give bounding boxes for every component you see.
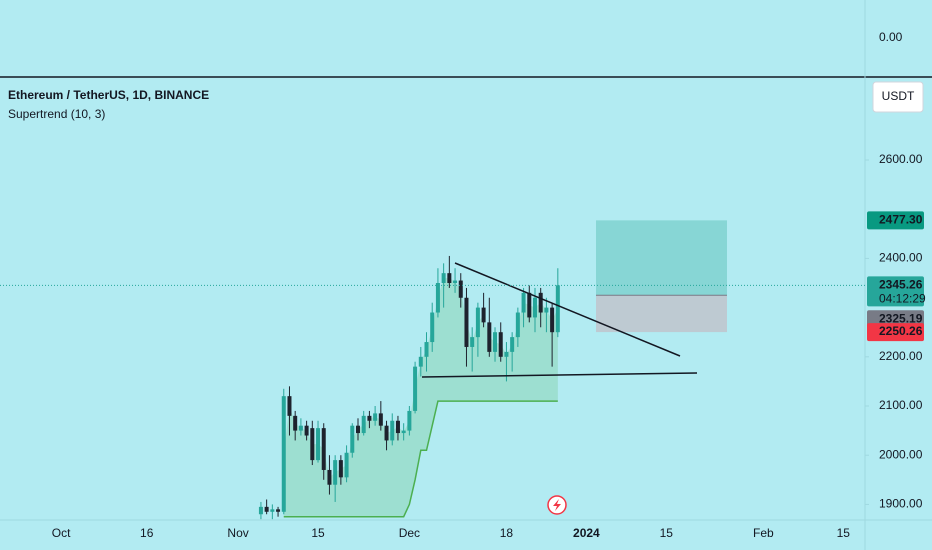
candle-body [504, 351, 509, 357]
symbol-title: Ethereum / TetherUS, 1D, BINANCE [8, 88, 209, 102]
candle-body [407, 410, 412, 431]
y-tick-label: 2000.00 [879, 447, 923, 461]
x-tick-label: Oct [52, 526, 71, 540]
candle-body [435, 283, 440, 313]
price-label-bg [867, 323, 924, 342]
candle-body [538, 292, 543, 313]
candle-body [310, 428, 315, 461]
candle-body [430, 312, 435, 343]
candle-body [316, 428, 321, 461]
candle-body [527, 292, 532, 318]
y-tick-label: 2200.00 [879, 349, 923, 363]
indicator-label: Supertrend (10, 3) [8, 107, 105, 121]
candle-body [470, 337, 475, 347]
candle-body [350, 425, 355, 453]
x-tick-label: 18 [500, 526, 514, 540]
y-tick-label: 2100.00 [879, 398, 923, 412]
candle-body [521, 292, 526, 313]
candle-body [464, 297, 469, 347]
candle-body [361, 415, 366, 434]
candle-body [264, 506, 269, 512]
candle-body [355, 425, 360, 434]
candle-body [532, 297, 537, 318]
y-tick-label: 1900.00 [879, 497, 923, 511]
x-tick-label: 15 [837, 526, 851, 540]
candle-body [390, 420, 395, 441]
event-icon-bolt [553, 499, 561, 511]
currency-label[interactable]: USDT [882, 89, 915, 103]
countdown-label: 04:12:29 [879, 292, 926, 306]
candle-body [378, 413, 383, 426]
candle-body [270, 509, 275, 512]
candle-body [555, 285, 560, 333]
candle-body [475, 307, 480, 338]
candle-body [384, 425, 389, 441]
trendline-descending [454, 262, 681, 357]
price-label: 2345.26 [879, 278, 923, 292]
candle-body [424, 342, 429, 357]
price-label: 2325.19 [879, 311, 923, 325]
candle-body [458, 280, 463, 298]
top-pane-tick-label: 0.00 [879, 30, 903, 44]
price-label: 2250.26 [879, 324, 923, 338]
candle-body [281, 396, 286, 512]
supertrend-line [283, 400, 558, 518]
candle-body [481, 307, 486, 323]
candle-body [258, 506, 263, 515]
candle-body [298, 425, 303, 431]
price-label: 2477.30 [879, 213, 923, 227]
position-loss-zone [596, 295, 727, 333]
candle-body [327, 469, 332, 485]
candle-body [373, 413, 378, 421]
candle-body [367, 415, 372, 421]
candle-body [453, 280, 458, 284]
candle-body [515, 312, 520, 338]
candle-body [418, 356, 423, 367]
candle-body [338, 460, 343, 478]
trendline-support [421, 372, 698, 378]
price-label-bg [867, 211, 924, 230]
candle-body [487, 322, 492, 352]
candle-body [276, 509, 281, 512]
x-tick-label: Feb [753, 526, 774, 540]
candle-body [395, 420, 400, 434]
candle-body [413, 366, 418, 411]
candle-body [321, 428, 326, 470]
x-tick-label: 2024 [573, 526, 600, 540]
candle-body [344, 452, 349, 478]
candle-body [287, 396, 292, 416]
candle-body [304, 425, 309, 436]
candle-body [441, 273, 446, 284]
candle-body [498, 332, 503, 357]
price-label-bg [867, 276, 924, 307]
x-tick-label: 15 [660, 526, 674, 540]
y-tick-label: 2400.00 [879, 251, 923, 265]
candle-body [544, 307, 549, 313]
candle-body [550, 307, 555, 333]
candle-body [493, 332, 498, 352]
candle-body [447, 273, 452, 284]
candle-body [333, 460, 338, 485]
candle-body [401, 430, 406, 434]
candle-body [293, 415, 298, 431]
candle-body [510, 337, 515, 352]
x-tick-label: Dec [399, 526, 420, 540]
x-tick-label: 16 [140, 526, 154, 540]
currency-button[interactable] [872, 81, 924, 113]
x-tick-label: 15 [311, 526, 325, 540]
y-tick-label: 2600.00 [879, 152, 923, 166]
position-profit-zone [596, 220, 727, 296]
x-tick-label: Nov [227, 526, 248, 540]
